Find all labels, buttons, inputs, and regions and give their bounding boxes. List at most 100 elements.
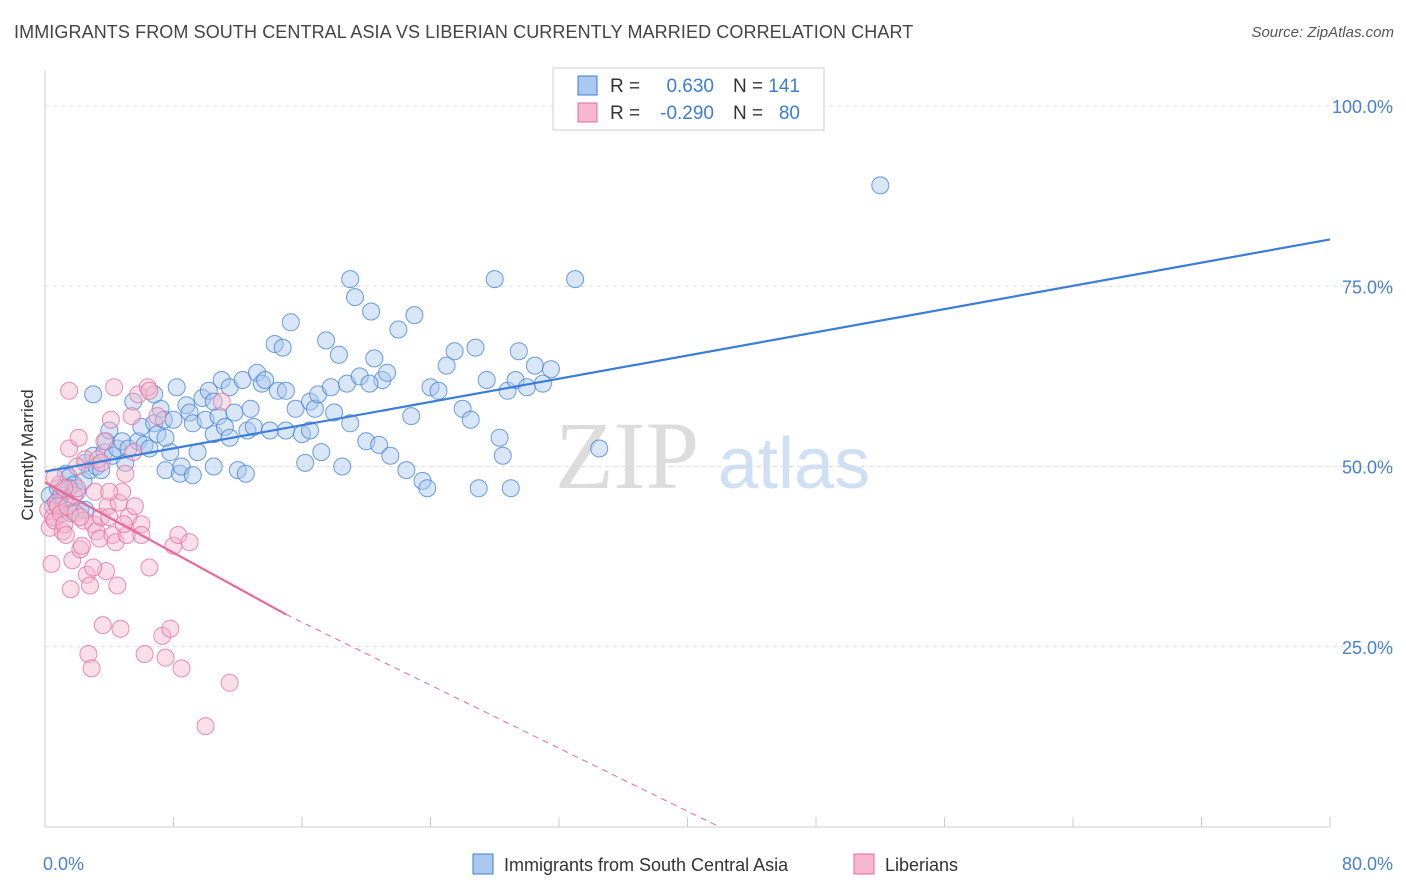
x-tick-label-max: 80.0%: [1342, 854, 1393, 874]
legend-n-label-1: N =: [733, 76, 763, 97]
immigrants-point: [286, 399, 305, 418]
immigrants-point: [273, 338, 292, 357]
legend-n-value-1: 141: [768, 76, 800, 97]
legend-r-value-1: 0.630: [666, 76, 714, 97]
legend-swatch-pink: [577, 102, 598, 123]
immigrants-point: [317, 331, 336, 350]
immigrants-point: [466, 338, 485, 357]
legend-bottom-swatch-blue: [472, 853, 494, 875]
immigrants-point: [525, 356, 544, 375]
immigrants-point: [437, 356, 456, 375]
liberians-point: [124, 443, 143, 462]
legend-bottom: Immigrants from South Central Asia Liber…: [472, 853, 958, 875]
immigrants-point: [296, 453, 315, 472]
liberians-point: [180, 533, 199, 552]
immigrants-point: [360, 374, 379, 393]
immigrants-point: [429, 381, 448, 400]
immigrants-point: [509, 342, 528, 361]
liberians-point: [196, 717, 215, 736]
immigrants-point: [199, 381, 218, 400]
legend-n-value-2: 80: [779, 103, 800, 124]
liberians-point: [85, 482, 104, 501]
liberians-point: [77, 565, 96, 584]
liberians-point: [156, 648, 175, 667]
immigrants-point: [418, 479, 437, 498]
immigrants-point: [469, 479, 488, 498]
liberians-point: [132, 515, 151, 534]
immigrants-point: [241, 399, 260, 418]
legend-box: [552, 67, 825, 131]
immigrants-point: [156, 428, 175, 447]
immigrants-point: [341, 414, 360, 433]
liberians-point: [114, 515, 133, 534]
immigrants-point: [84, 385, 103, 404]
liberians-point: [81, 576, 99, 595]
liberians-point: [95, 432, 114, 451]
immigrants-point: [445, 342, 464, 361]
immigrants-point: [183, 466, 202, 485]
x-tick-marks: [44, 817, 1331, 827]
legend-top: R = 0.630 N = 141 R = -0.290 N = 80: [552, 67, 825, 131]
liberians-point: [108, 576, 127, 595]
y-tick-label: 50.0%: [1342, 458, 1393, 478]
immigrants-point: [402, 407, 421, 426]
liberians-point: [125, 497, 144, 516]
immigrants-point: [321, 378, 340, 397]
liberians-point: [72, 536, 91, 555]
liberians-point: [52, 504, 71, 523]
immigrants-point: [164, 410, 183, 429]
liberians-point: [84, 558, 103, 577]
legend-swatch-blue: [577, 75, 598, 96]
immigrants-point: [281, 313, 300, 332]
liberians-point: [61, 580, 80, 599]
immigrants-point: [329, 345, 348, 364]
watermark-atlas: atlas: [718, 424, 870, 504]
liberians-point: [212, 392, 231, 411]
liberians-point: [82, 659, 101, 678]
immigrants-point: [381, 446, 400, 465]
immigrants-point: [493, 446, 512, 465]
source-credit: Source: ZipAtlas.com: [1251, 24, 1394, 41]
liberians-point: [135, 645, 154, 663]
immigrants-point: [325, 403, 344, 422]
legend-n-label-2: N =: [733, 103, 763, 124]
immigrants-point: [346, 288, 364, 307]
immigrants-point: [256, 371, 275, 389]
y-axis-label: Currently Married: [18, 389, 37, 520]
immigrants-point: [397, 461, 416, 480]
immigrants-point: [490, 428, 509, 447]
immigrants-point: [461, 410, 480, 429]
immigrants-point: [113, 432, 132, 451]
liberians-point: [56, 526, 75, 544]
y-tick-label: 100.0%: [1332, 97, 1393, 117]
immigrants-point: [506, 371, 525, 389]
liberians-point: [161, 619, 180, 638]
immigrants-point: [236, 464, 255, 483]
liberians-point: [106, 533, 125, 552]
immigrants-point: [517, 378, 536, 397]
liberians-point: [74, 511, 93, 530]
immigrants-point: [276, 421, 295, 440]
liberians-point: [79, 645, 98, 663]
immigrants-point: [145, 385, 164, 404]
immigrants-point: [170, 464, 189, 483]
liberians-point: [93, 616, 112, 635]
chart-title: IMMIGRANTS FROM SOUTH CENTRAL ASIA VS LI…: [14, 22, 914, 42]
liberians-point: [100, 482, 119, 501]
liberians-point: [220, 673, 239, 692]
immigrants-point: [370, 435, 389, 454]
legend-r-label-1: R =: [610, 76, 640, 97]
liberians-point: [122, 407, 141, 426]
immigrants-point: [204, 457, 223, 476]
immigrants-point: [252, 374, 271, 393]
liberians-point: [101, 410, 120, 429]
y-tick-label: 25.0%: [1342, 638, 1393, 658]
liberians-point: [105, 378, 124, 397]
immigrants-point: [305, 399, 324, 418]
series-immigrants-points: [40, 176, 890, 523]
y-tick-label: 75.0%: [1342, 277, 1393, 297]
legend-r-value-2: -0.290: [660, 103, 714, 124]
immigrants-point: [871, 176, 890, 195]
immigrants-point: [233, 371, 252, 389]
